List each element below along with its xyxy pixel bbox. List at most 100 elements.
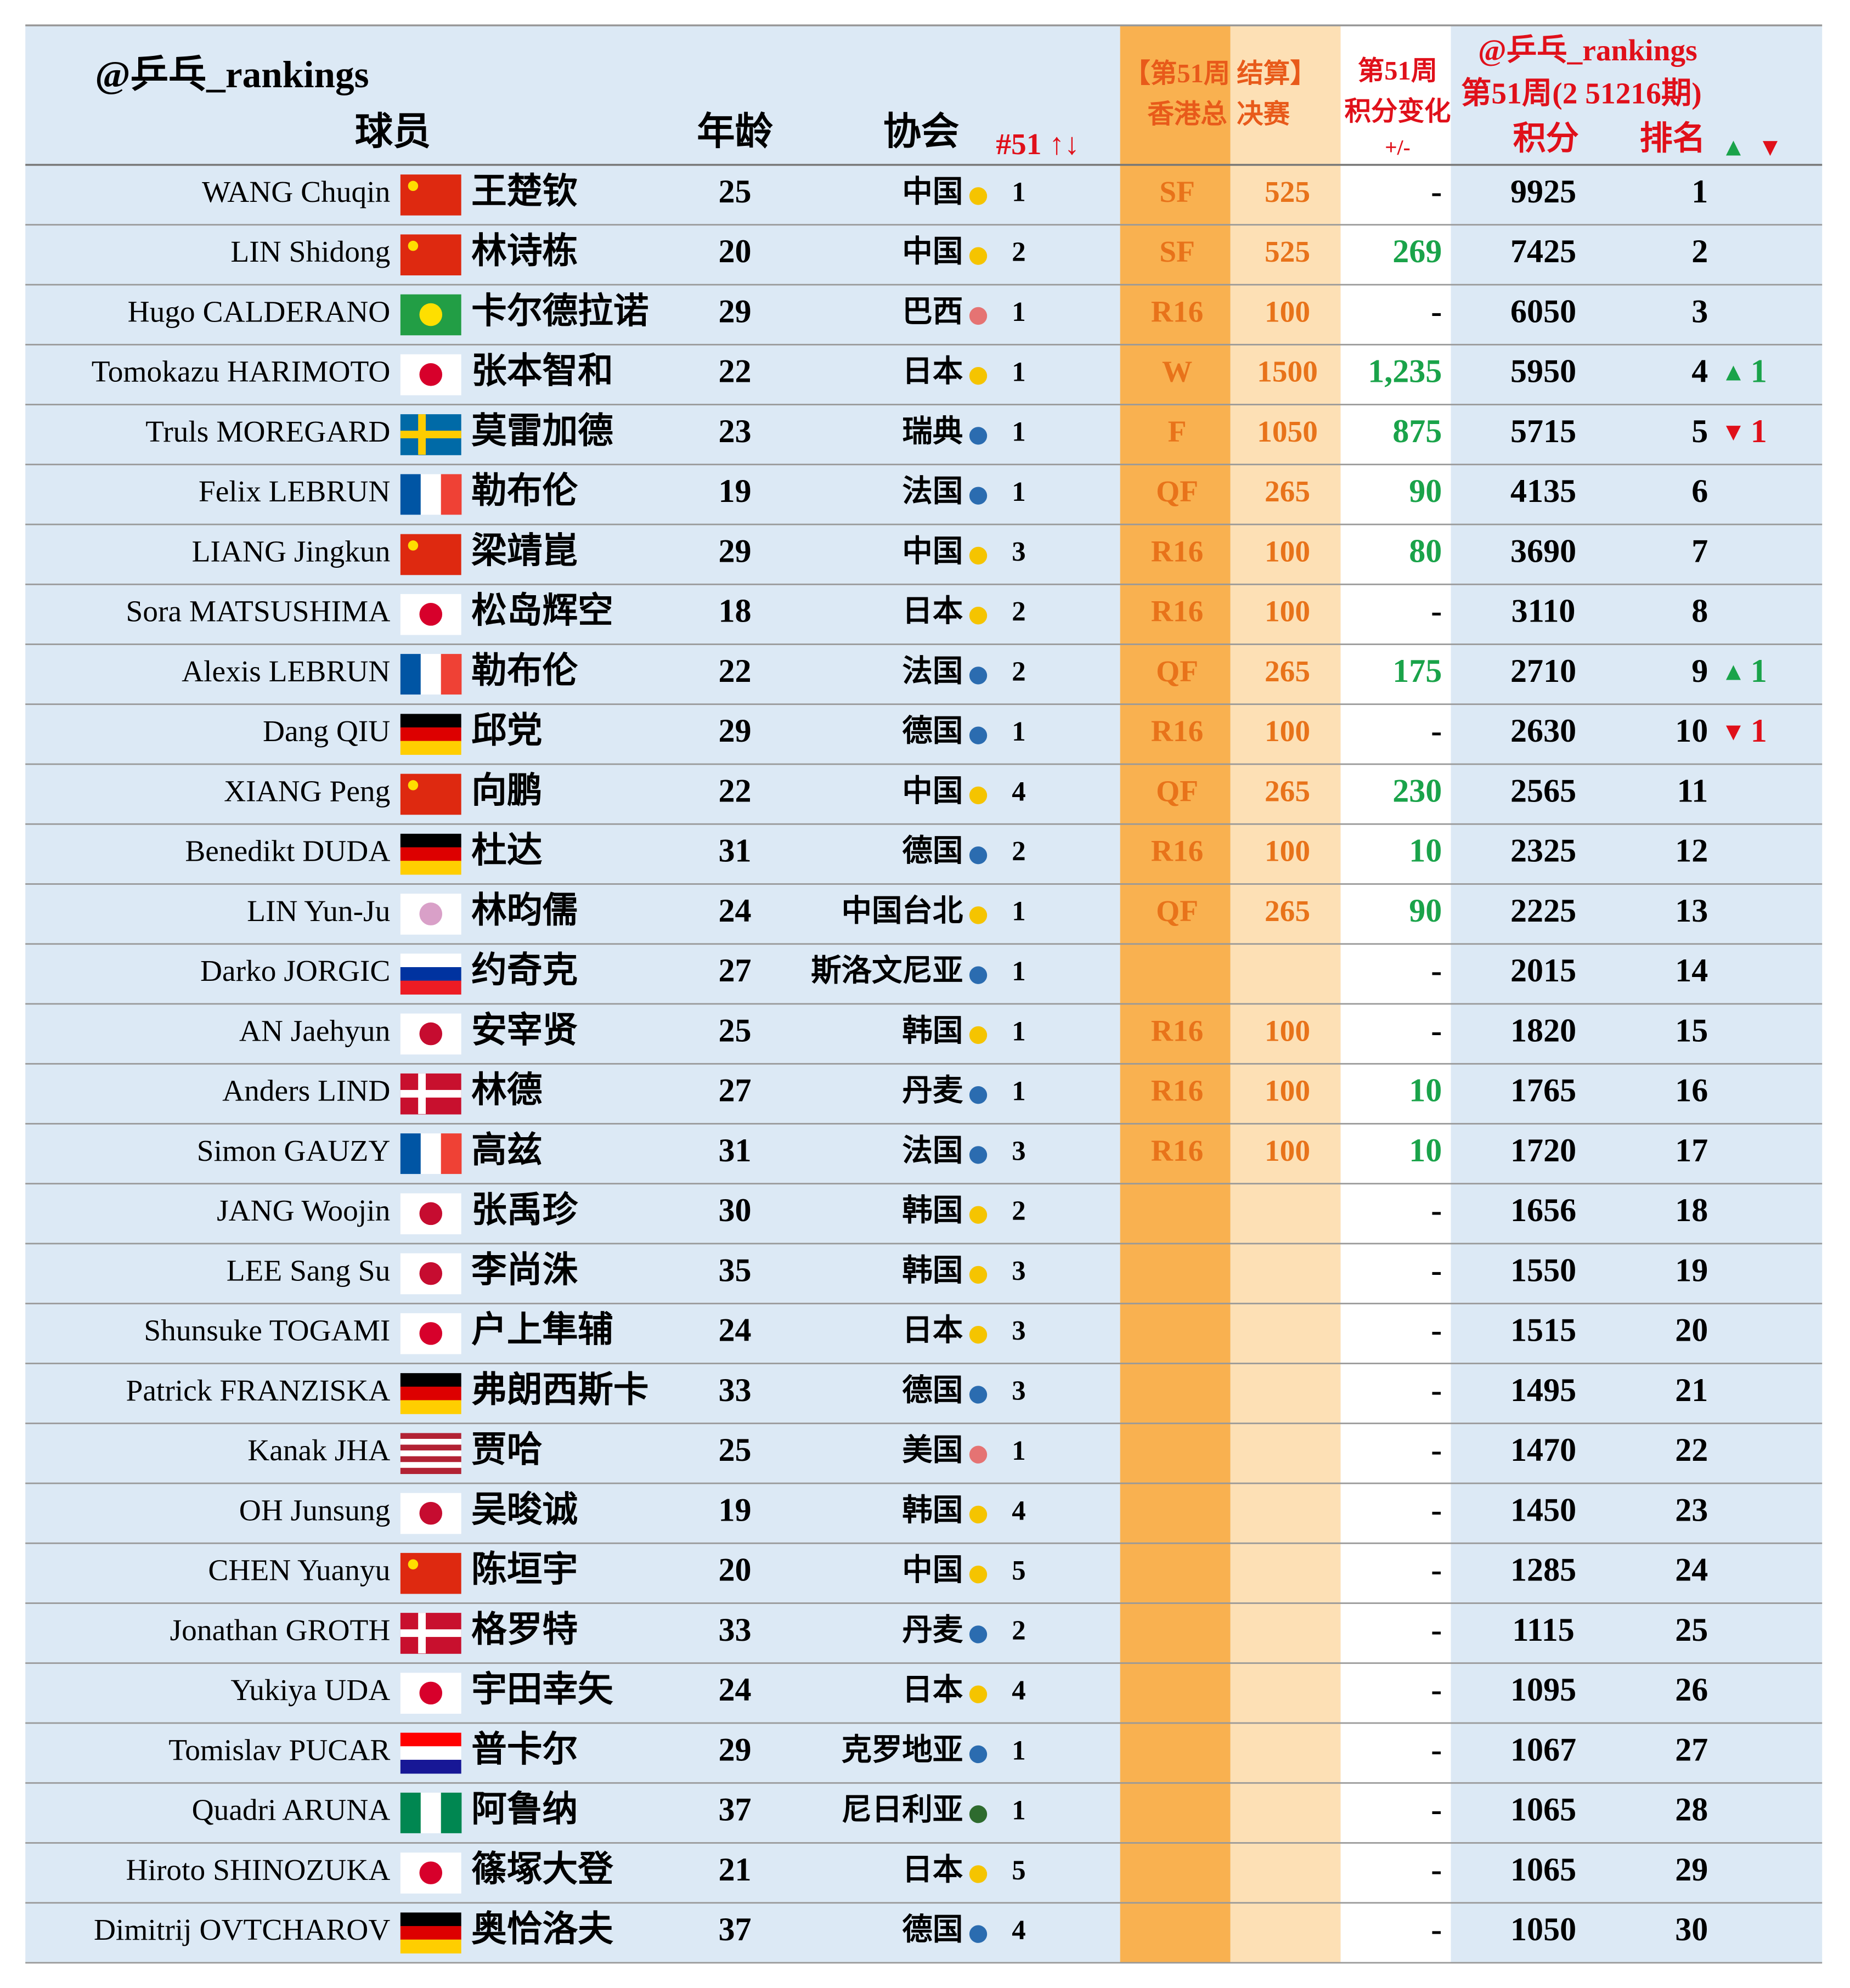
flag	[400, 594, 461, 635]
event-pts: 100	[1265, 1014, 1310, 1047]
age: 29	[719, 292, 752, 329]
assoc: 韩国	[902, 1253, 963, 1287]
assoc: 法国	[902, 654, 963, 688]
flag-stripe	[400, 234, 461, 276]
assoc-rank: 1	[1012, 716, 1025, 747]
player-name: Darko JORGIC	[200, 954, 390, 987]
age: 24	[719, 892, 752, 929]
rank: 2	[1691, 233, 1708, 269]
flag-disc	[419, 1681, 443, 1705]
flag-cross	[400, 431, 461, 439]
assoc: 韩国	[902, 1493, 963, 1527]
assoc: 中国	[902, 175, 963, 208]
flag	[400, 894, 461, 935]
move-value: 1	[1751, 413, 1767, 449]
flag	[400, 1253, 461, 1295]
assoc-dot	[969, 606, 988, 625]
col-change: 第51周	[1358, 56, 1437, 86]
rank: 18	[1675, 1191, 1708, 1228]
assoc-dot	[969, 487, 988, 505]
flag-stripe	[420, 474, 442, 515]
flag	[400, 234, 461, 276]
player-name: Jonathan GROTH	[170, 1613, 391, 1647]
assoc: 德国	[902, 1913, 963, 1946]
rank: 8	[1691, 592, 1708, 629]
points: 1065	[1510, 1791, 1576, 1828]
col-change: 积分变化	[1345, 97, 1451, 126]
assoc-dot	[969, 307, 988, 325]
flag	[400, 833, 461, 875]
assoc: 韩国	[902, 1194, 963, 1227]
assoc-dot	[969, 1865, 988, 1883]
assoc-dot	[969, 1445, 988, 1464]
points: 1820	[1510, 1012, 1576, 1048]
player-cn: 杜达	[471, 831, 542, 870]
points: 1285	[1510, 1551, 1576, 1588]
event-pts: 100	[1265, 1134, 1310, 1167]
points: 5950	[1510, 353, 1576, 389]
player-name: LIN Yun-Ju	[247, 894, 390, 928]
points: 7425	[1510, 233, 1576, 269]
assoc-rank: 1	[1012, 416, 1025, 447]
points-change: -	[1431, 592, 1442, 629]
round: QF	[1156, 654, 1198, 688]
player-name: JANG Woojin	[217, 1194, 390, 1227]
event-pts: 100	[1265, 834, 1310, 868]
flag-stripe	[420, 654, 442, 695]
rank: 9	[1691, 652, 1708, 689]
rank: 1	[1691, 173, 1708, 210]
points-change: -	[1431, 292, 1442, 329]
flag-stripe	[400, 1912, 461, 1927]
col-age: 年龄	[697, 110, 773, 153]
player-cn: 约奇克	[471, 950, 578, 990]
player-cn: 宇田幸矢	[471, 1669, 613, 1709]
player-name: LIANG Jingkun	[192, 534, 391, 568]
assoc-rank: 1	[1012, 956, 1025, 986]
rank: 10	[1675, 712, 1708, 749]
player-name: WANG Chuqin	[202, 175, 390, 208]
rank: 28	[1675, 1791, 1708, 1828]
flag-stripe	[400, 1373, 461, 1387]
points: 2710	[1510, 652, 1576, 689]
flag-disc	[419, 1202, 443, 1225]
flag	[400, 1732, 461, 1774]
move-value: 1	[1751, 712, 1767, 749]
player-name: Hugo CALDERANO	[128, 295, 391, 328]
points: 1470	[1510, 1431, 1576, 1468]
player-cn: 篠塚大登	[471, 1849, 614, 1889]
assoc-dot	[969, 1566, 988, 1584]
points-change: 269	[1392, 233, 1442, 269]
flag	[400, 654, 462, 695]
assoc-dot	[969, 546, 988, 565]
age: 35	[719, 1251, 752, 1288]
flag-stripe	[420, 1792, 442, 1833]
flag	[400, 714, 461, 755]
flag	[400, 1313, 461, 1354]
assoc-dot	[969, 1685, 988, 1703]
points: 5715	[1510, 413, 1576, 449]
rank: 23	[1675, 1491, 1708, 1528]
assoc-rank: 2	[1012, 596, 1025, 626]
round: R16	[1151, 834, 1203, 868]
flag-stripe	[400, 847, 461, 861]
player-cn: 卡尔德拉诺	[471, 291, 648, 330]
move-arrow: ▲	[1721, 658, 1746, 686]
round: SF	[1159, 175, 1195, 208]
player-cn: 莫雷加德	[471, 411, 613, 450]
flag	[400, 414, 461, 455]
flag-stripe	[441, 1133, 462, 1174]
points: 1115	[1512, 1611, 1574, 1648]
flag-star	[408, 540, 419, 551]
rank: 24	[1675, 1551, 1708, 1588]
event-pts: 100	[1265, 295, 1310, 328]
flag	[400, 773, 461, 815]
points: 3690	[1510, 532, 1576, 569]
flag-stripe	[441, 474, 462, 515]
points-change: 175	[1392, 652, 1442, 689]
flag-stripe	[400, 1759, 461, 1774]
rank: 4	[1691, 353, 1708, 389]
col-event: 【第51周 结算】	[1124, 59, 1317, 88]
player-cn: 普卡尔	[471, 1729, 578, 1769]
rank: 13	[1675, 892, 1708, 929]
flag-stripe	[400, 980, 461, 995]
